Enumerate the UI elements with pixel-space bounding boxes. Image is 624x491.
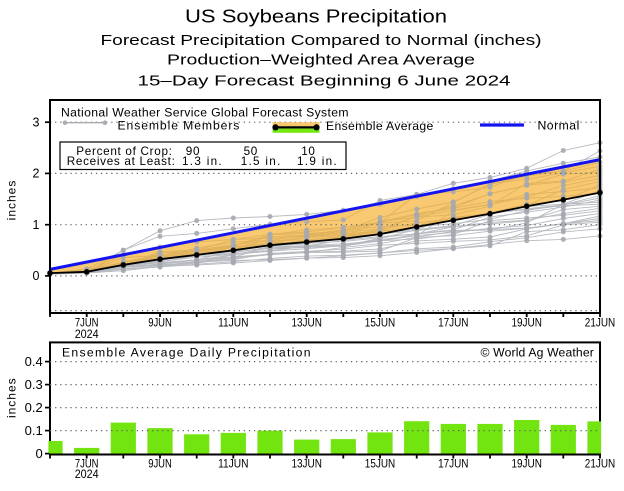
svg-text:1.5 in.: 1.5 in.	[241, 155, 282, 168]
svg-text:Production–Weighted Area Avera: Production–Weighted Area Average	[167, 52, 475, 69]
svg-text:15JUN: 15JUN	[365, 315, 395, 329]
svg-text:Ensemble Members: Ensemble Members	[118, 119, 241, 133]
svg-text:13JUN: 13JUN	[292, 315, 322, 329]
svg-text:50: 50	[244, 145, 258, 158]
svg-text:9JUN: 9JUN	[148, 456, 172, 470]
svg-text:17JUN: 17JUN	[438, 456, 468, 470]
svg-text:11JUN: 11JUN	[218, 315, 248, 329]
svg-text:19JUN: 19JUN	[512, 456, 542, 470]
svg-text:Percent of Crop:: Percent of Crop:	[76, 145, 172, 158]
svg-text:11JUN: 11JUN	[218, 456, 248, 470]
svg-text:Normal: Normal	[538, 119, 580, 133]
svg-text:1.3 in.: 1.3 in.	[182, 155, 223, 168]
svg-text:13JUN: 13JUN	[292, 456, 322, 470]
svg-text:21JUN: 21JUN	[585, 315, 615, 329]
svg-text:0: 0	[33, 269, 40, 283]
svg-text:15–Day Forecast Beginning 6 Ju: 15–Day Forecast Beginning 6 June 2024	[138, 73, 511, 90]
svg-text:17JUN: 17JUN	[438, 315, 468, 329]
svg-text:2: 2	[33, 167, 40, 181]
svg-text:Ensemble Average Daily Precipi: Ensemble Average Daily Precipitation	[62, 345, 312, 359]
svg-text:10: 10	[301, 145, 315, 158]
svg-text:0.2: 0.2	[25, 400, 43, 415]
svg-text:Ensemble Average: Ensemble Average	[326, 119, 434, 133]
svg-text:19JUN: 19JUN	[512, 315, 542, 329]
svg-text:0: 0	[35, 446, 42, 461]
svg-text:0.3: 0.3	[25, 377, 43, 392]
svg-text:0.1: 0.1	[25, 423, 43, 438]
svg-text:1.9 in.: 1.9 in.	[297, 155, 338, 168]
svg-text:15JUN: 15JUN	[365, 456, 395, 470]
svg-text:3: 3	[33, 116, 40, 130]
svg-text:21JUN: 21JUN	[585, 456, 615, 470]
svg-text:US Soybeans Precipitation: US Soybeans Precipitation	[185, 6, 447, 26]
svg-text:inches: inches	[5, 180, 19, 221]
svg-text:0.4: 0.4	[25, 354, 43, 369]
svg-text:Forecast Precipitation Compare: Forecast Precipitation Compared to Norma…	[101, 32, 542, 49]
svg-text:90: 90	[186, 145, 200, 158]
svg-text:National Weather Service Globa: National Weather Service Global Forecast…	[61, 106, 349, 120]
svg-text:7JUN: 7JUN	[75, 315, 99, 329]
svg-text:2024: 2024	[75, 467, 99, 481]
svg-text:1: 1	[33, 218, 40, 232]
svg-text:inches: inches	[5, 377, 19, 418]
svg-text:2024: 2024	[75, 327, 99, 341]
svg-text:9JUN: 9JUN	[148, 315, 172, 329]
svg-text:Receives at Least:: Receives at Least:	[67, 155, 176, 168]
svg-text:7JUN: 7JUN	[75, 456, 99, 470]
svg-text:© World Ag Weather: © World Ag Weather	[480, 345, 594, 359]
